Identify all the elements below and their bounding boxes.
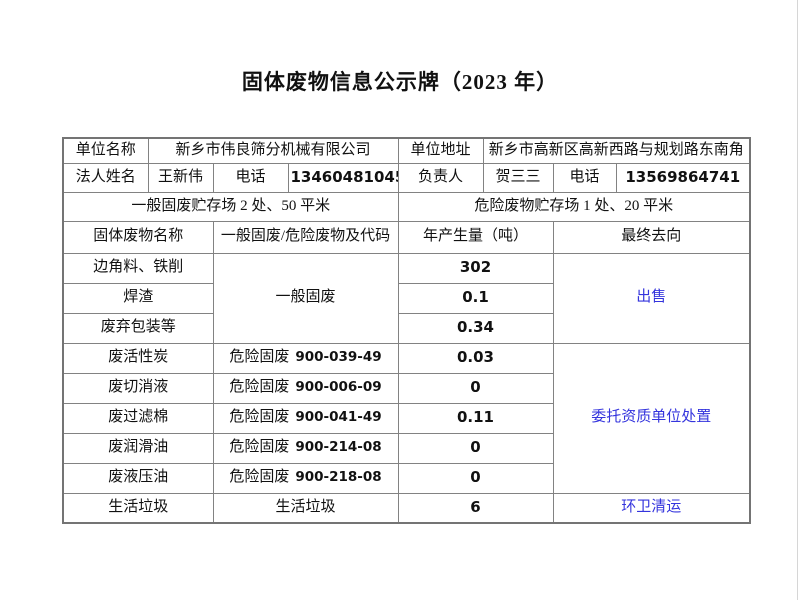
page-edge-line (797, 0, 798, 600)
unit-name-label: 单位名称 (62, 137, 149, 164)
table-row: 废弃包装等 0.34 (62, 312, 750, 344)
header-waste-name: 固体废物名称 (62, 220, 214, 254)
unit-address-value: 新乡市高新区高新西路与规划路东南角 (482, 137, 751, 164)
waste-code: 900-006-09 (295, 379, 382, 396)
table-row: 废润滑油 危险固废 900-214-08 0 (62, 432, 750, 464)
table-row: 单位名称 新乡市伟良筛分机械有限公司 单位地址 新乡市高新区高新西路与规划路东南… (62, 137, 751, 164)
waste-name: 废弃包装等 (62, 312, 214, 344)
waste-name: 焊渣 (62, 282, 214, 314)
waste-category: 危险固废 (229, 409, 290, 426)
waste-name: 生活垃圾 (62, 492, 214, 524)
waste-code: 900-218-08 (295, 469, 382, 486)
waste-category-code: 危险固废 900-214-08 (212, 432, 399, 464)
unit-address-label: 单位地址 (397, 137, 484, 164)
waste-name: 废润滑油 (62, 432, 214, 464)
waste-amount: 6 (397, 492, 554, 524)
waste-destination: 委托资质单位处置 (552, 342, 751, 494)
waste-code: 900-039-49 (295, 349, 382, 366)
waste-category-code: 危险固废 900-218-08 (212, 462, 399, 494)
waste-category: 危险固废 (229, 349, 290, 366)
waste-category-code: 危险固废 900-039-49 (212, 342, 399, 374)
waste-category-code: 危险固废 900-006-09 (212, 372, 399, 404)
waste-amount: 0.03 (397, 342, 554, 374)
waste-amount: 0.1 (397, 282, 554, 314)
solid-waste-notice-table: 单位名称 新乡市伟良筛分机械有限公司 单位地址 新乡市高新区高新西路与规划路东南… (62, 137, 752, 524)
waste-category: 危险固废 (229, 379, 290, 396)
waste-amount: 0 (397, 372, 554, 404)
waste-name: 废过滤棉 (62, 402, 214, 434)
page-title: 固体废物信息公示牌（2023 年） (241, 70, 559, 94)
table-row: 废切消液 危险固废 900-006-09 0 (62, 372, 750, 404)
table-row: 废过滤棉 危险固废 900-041-49 0.11 (62, 402, 750, 434)
waste-amount: 302 (397, 252, 554, 284)
waste-name: 边角料、铁削 (62, 252, 214, 284)
waste-destination: 出售 (552, 252, 751, 344)
table-row: 生活垃圾 生活垃圾 6 环卫清运 (62, 492, 751, 524)
waste-amount: 0.34 (397, 312, 554, 344)
legal-phone-label: 电话 (212, 162, 289, 193)
waste-code: 900-214-08 (295, 439, 382, 456)
waste-category: 危险固废 (229, 469, 290, 486)
waste-name: 废液压油 (62, 462, 214, 494)
hazardous-storage-info: 危险废物贮存场 1 处、20 平米 (397, 191, 751, 222)
header-category-code: 一般固废/危险废物及代码 (212, 220, 399, 254)
waste-category: 危险固废 (229, 439, 290, 456)
manager-value: 贺三三 (482, 162, 554, 193)
table-header-row: 固体废物名称 一般固废/危险废物及代码 年产生量（吨） 最终去向 (62, 220, 751, 254)
general-storage-info: 一般固废贮存场 2 处、50 平米 (62, 191, 399, 222)
unit-name-value: 新乡市伟良筛分机械有限公司 (147, 137, 399, 164)
manager-label: 负责人 (397, 162, 484, 193)
waste-name: 废切消液 (62, 372, 214, 404)
waste-category: 生活垃圾 (212, 492, 399, 524)
table-row: 废活性炭 危险固废 900-039-49 0.03 委托资质单位处置 (62, 342, 751, 494)
waste-code: 900-041-49 (295, 409, 382, 426)
waste-name: 废活性炭 (62, 342, 214, 374)
legal-person-label: 法人姓名 (62, 162, 149, 193)
waste-category: 一般固废 (212, 252, 399, 344)
table-row: 边角料、铁削 一般固废 302 出售 (62, 252, 751, 344)
manager-phone-label: 电话 (552, 162, 617, 193)
header-annual-amount: 年产生量（吨） (397, 220, 554, 254)
waste-amount: 0 (397, 462, 554, 494)
waste-category-code: 危险固废 900-041-49 (212, 402, 399, 434)
manager-phone-value: 13569864741 (615, 162, 751, 193)
header-destination: 最终去向 (552, 220, 751, 254)
waste-amount: 0 (397, 432, 554, 464)
table-row: 焊渣 0.1 (62, 282, 750, 314)
legal-phone-value: 13460481045 (287, 162, 399, 193)
waste-destination: 环卫清运 (552, 492, 751, 524)
table-row: 一般固废贮存场 2 处、50 平米 危险废物贮存场 1 处、20 平米 (62, 191, 751, 222)
table-row: 法人姓名 王新伟 电话 13460481045 负责人 贺三三 电话 13569… (62, 162, 751, 193)
waste-amount: 0.11 (397, 402, 554, 434)
legal-person-value: 王新伟 (147, 162, 214, 193)
